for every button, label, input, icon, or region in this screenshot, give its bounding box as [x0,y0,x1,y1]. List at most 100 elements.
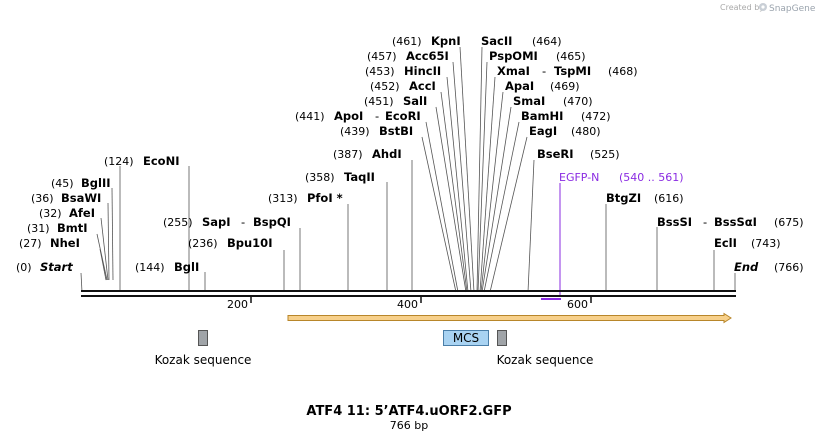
site-bsssi[interactable]: BssSI - BssSαI (675) [657,215,804,229]
connector-bseri [527,159,535,293]
site-enzyme: BmtI [57,221,88,235]
connector-pspomi [477,61,488,293]
site-sali[interactable]: (451) SalI [364,94,427,108]
site-xmai[interactable]: XmaI - TspMI (468) [497,64,638,78]
primer-name: EGFP-N [559,171,599,184]
kozak-label-2: Kozak sequence [497,353,594,367]
site-enzyme: NheI [50,236,80,250]
site-bseri[interactable]: BseRI (525) [537,147,620,161]
site-bglii[interactable]: (45) BglII [51,176,111,190]
primer-egfp-n[interactable]: EGFP-N (540 .. 561) [541,171,684,300]
feature-kozak-2[interactable]: Kozak sequence [497,330,594,368]
site-position: (675) [774,216,804,229]
primer-arrow [541,298,561,300]
site-position: (358) [305,171,335,184]
site-pspomi[interactable]: PspOMI (465) [489,49,586,63]
site-sacii[interactable]: SacII (464) [481,34,562,48]
site-bpu10i[interactable]: (236) Bpu10I [188,236,272,250]
kozak-label-1: Kozak sequence [155,353,252,367]
site-position: (36) [31,192,54,205]
site-position: (743) [751,237,781,250]
restriction-sites: (27) NheI (31) BmtI (32) AfeI (36) BsaWI… [19,34,804,274]
site-enzyme: Bpu10I [227,236,272,250]
connector-apoi [425,121,459,293]
site-enzyme-2: BspQI [253,215,291,229]
site-btgzi[interactable]: BtgZI (616) [606,191,684,205]
connector-kpni [459,46,475,293]
site-position: (439) [340,125,370,138]
site-position: (32) [39,207,62,220]
mcs-box [443,330,489,346]
site-start[interactable]: (0) Start [16,260,73,274]
tick-label-600: 600 [567,298,588,311]
orf-arrow[interactable] [287,312,732,324]
site-position: (451) [364,95,394,108]
site-enzyme-2: EcoRI [385,109,421,123]
primer-range: (540 .. 561) [619,171,684,184]
site-position: (255) [163,216,193,229]
site-apoi[interactable]: (441) ApoI - EcoRI [295,109,421,123]
site-enzyme: BglI [174,260,199,274]
site-bstbi[interactable]: (439) BstBI [340,124,413,138]
site-bamhi[interactable]: BamHI (472) [521,109,611,123]
feature-kozak-1[interactable]: Kozak sequence [155,330,252,368]
connector-bsawi [107,202,110,281]
map-title: ATF4 11: 5’ATF4.uORF2.GFP [306,404,511,419]
connector-xmai [479,76,496,293]
site-acc65i[interactable]: (457) Acc65I [367,49,449,63]
connector-start [80,272,83,293]
snapgene-credit: Created by SnapGene [720,3,816,14]
backbone-bottom-strand [81,295,736,297]
tick-label-200: 200 [227,298,248,311]
site-bsawi[interactable]: (36) BsaWI [31,191,101,205]
site-separator: - [703,215,707,229]
site-enzyme: BsaWI [61,191,101,205]
site-smai[interactable]: SmaI (470) [513,94,593,108]
site-eagi[interactable]: EagI (480) [529,124,601,138]
connector-bstbi [421,136,457,293]
site-acci[interactable]: (452) AccI [370,79,436,93]
connector-afei [100,217,109,281]
site-enzyme: BstBI [379,124,413,138]
site-position: (453) [365,65,395,78]
site-hincii[interactable]: (453) HincII [365,64,441,78]
site-bgli[interactable]: (144) BglI [135,260,199,274]
site-enzyme: AfeI [69,206,95,220]
site-position: (468) [608,65,638,78]
feature-mcs[interactable]: MCS [443,330,489,346]
connector-sali [435,106,467,293]
site-nhei-label[interactable]: (27) NheI [19,236,80,250]
site-position: (616) [654,192,684,205]
site-position: (470) [563,95,593,108]
site-enzyme: SmaI [513,94,545,108]
site-separator: - [241,215,245,229]
end-label: End [734,260,759,274]
site-position: (469) [550,80,580,93]
site-enzyme: EcoNI [143,154,179,168]
site-bmti[interactable]: (31) BmtI [27,221,88,235]
site-pfoi[interactable]: (313) PfoI * [268,191,343,205]
site-ahdi[interactable]: (387) AhdI [333,147,402,161]
connector-bmti [96,233,108,281]
site-apai[interactable]: ApaI (469) [505,79,580,93]
site-position: (452) [370,80,400,93]
site-sapi[interactable]: (255) SapI - BspQI [163,215,291,229]
site-afei[interactable]: (32) AfeI [39,206,95,220]
site-enzyme: BssSI [657,215,692,229]
connector-eagi [489,136,528,293]
site-enzyme-2: TspMI [554,64,591,78]
site-enzyme: SalI [403,94,427,108]
site-end[interactable]: End (766) [734,260,804,274]
connector-apai [480,91,504,293]
kozak-box-1 [198,330,208,346]
site-kpni[interactable]: (461) KpnI [392,34,461,48]
site-ecli[interactable]: EclI (743) [714,236,781,250]
site-econi[interactable]: (124) EcoNI [104,154,179,168]
site-enzyme: ApoI [334,109,363,123]
site-position: (387) [333,148,363,161]
site-enzyme: AccI [409,79,436,93]
site-enzyme: PfoI * [307,191,343,205]
site-taqii[interactable]: (358) TaqII [305,170,375,184]
orf-arrow-shape [287,312,732,324]
